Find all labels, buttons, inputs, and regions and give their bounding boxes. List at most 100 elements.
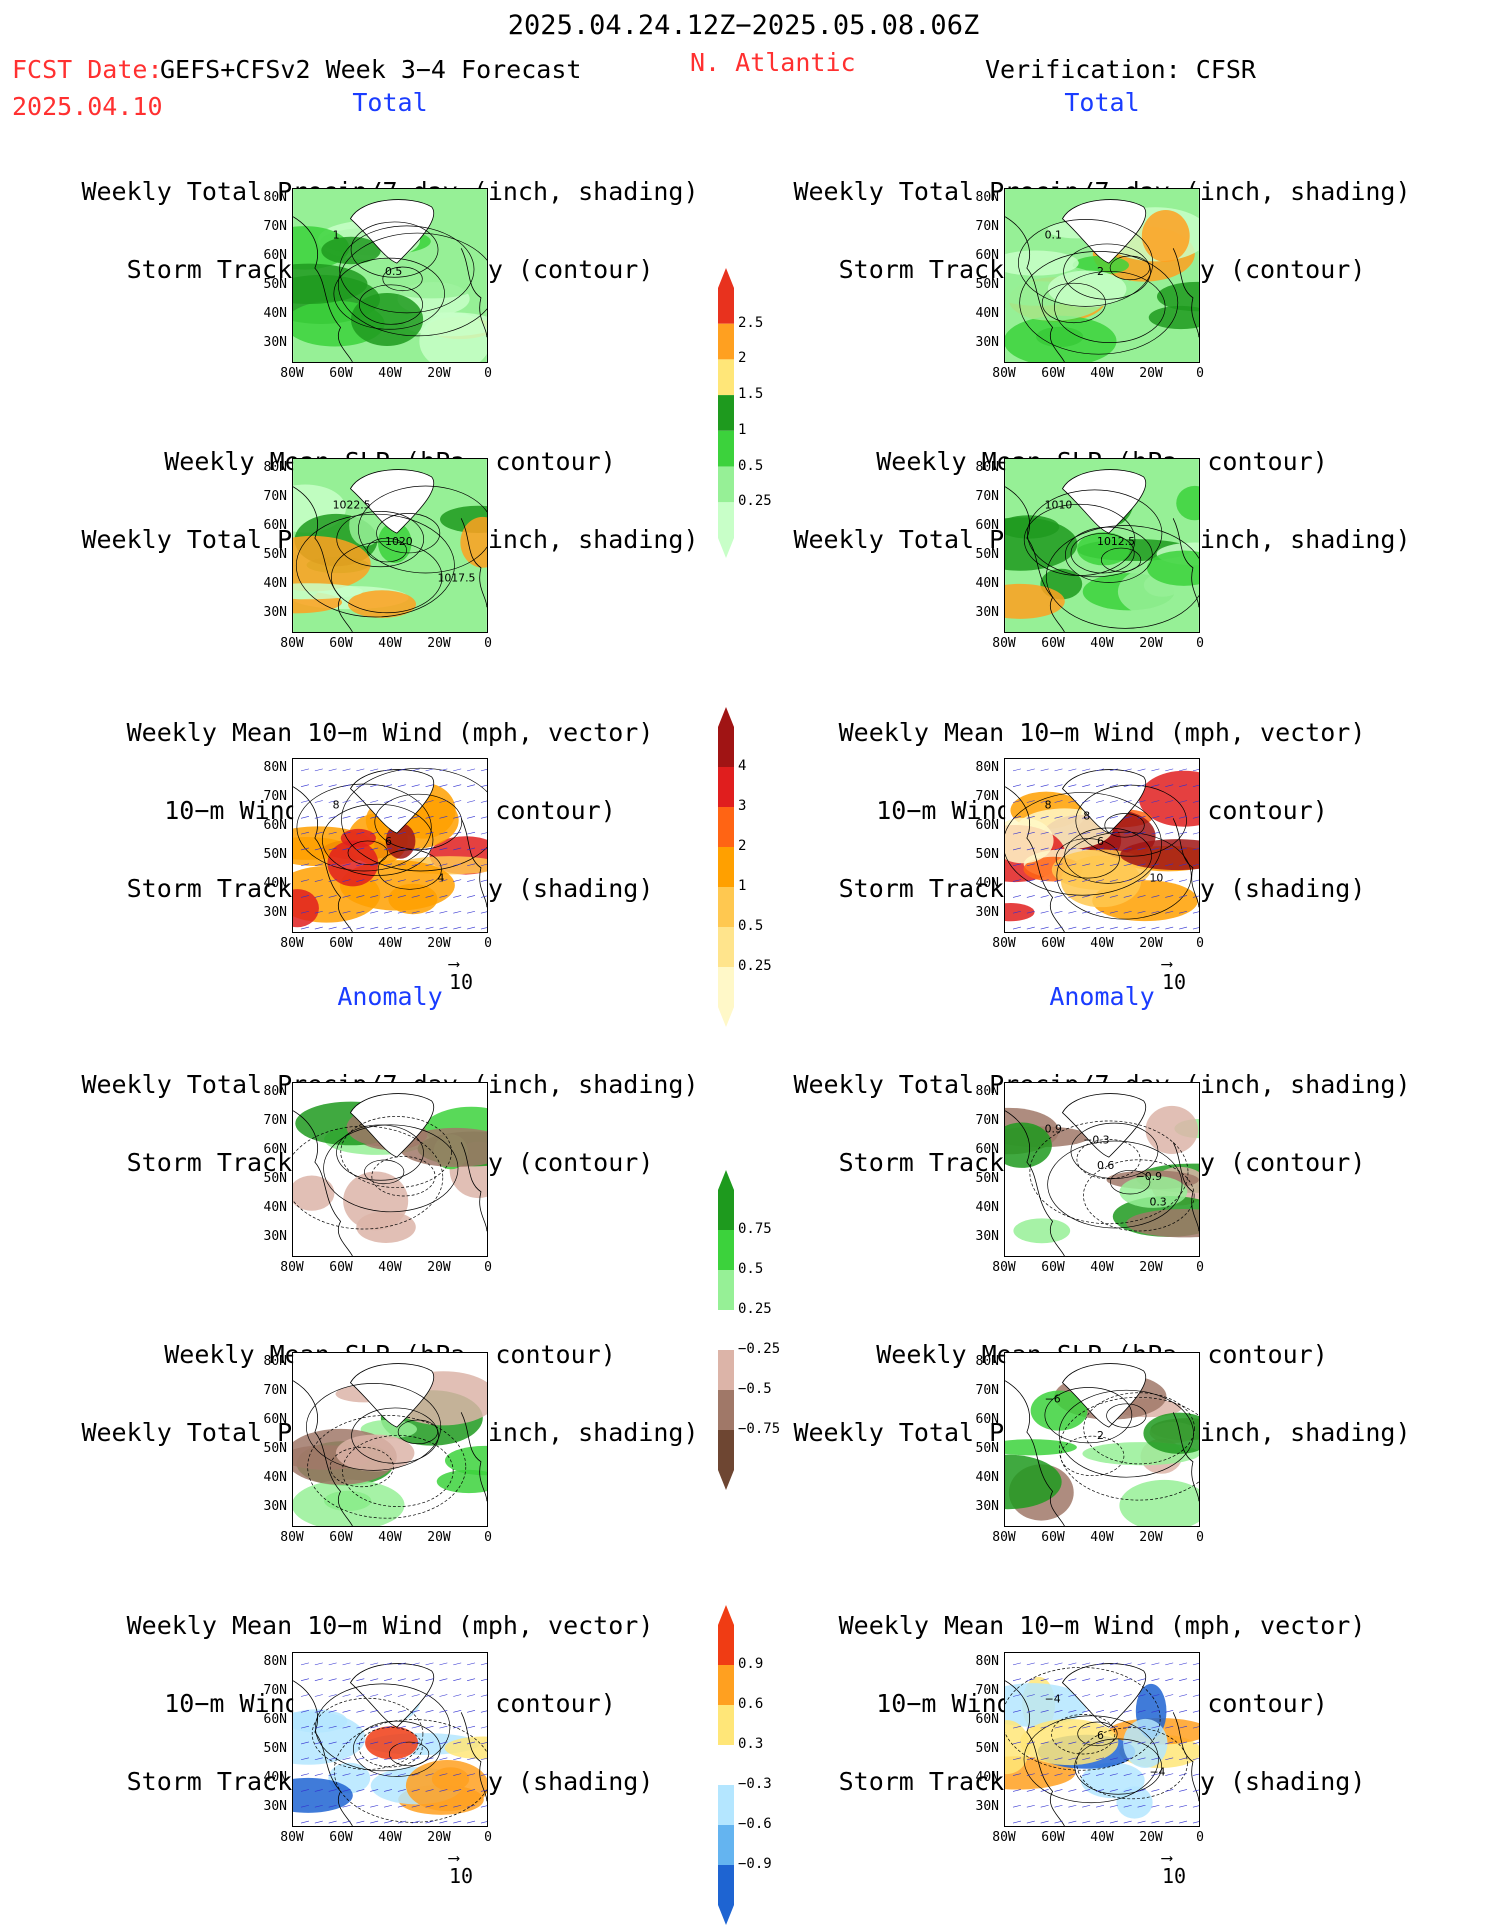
- x-tick-label: 0: [484, 1530, 492, 1545]
- x-tick-label: 40W: [378, 1530, 402, 1545]
- colorbar-segment: [718, 1825, 734, 1865]
- y-tick-label: 70N: [975, 489, 999, 504]
- x-tick-label: 80W: [992, 1530, 1016, 1545]
- x-tick-label: 0: [484, 1260, 492, 1275]
- y-tick-label: 80N: [263, 190, 287, 205]
- colorbar-track_total: [718, 707, 734, 1031]
- colorbar-segment: [718, 807, 734, 847]
- x-tick-label: 60W: [329, 1830, 353, 1845]
- x-tick-label: 40W: [378, 936, 402, 951]
- colorbar-track_anom: [718, 1605, 734, 1929]
- colorbar-label: 0.3: [738, 1736, 764, 1752]
- contour-label: 1017.5: [437, 572, 475, 585]
- contour-label: 1020: [385, 535, 413, 548]
- x-tick-label: 80W: [992, 1830, 1016, 1845]
- colorbar-segment: [718, 323, 734, 360]
- x-tick-label: 20W: [1139, 936, 1163, 951]
- y-tick-label: 50N: [975, 1171, 999, 1186]
- colorbar-segment: [718, 1270, 734, 1310]
- y-tick-label: 80N: [975, 1084, 999, 1099]
- y-tick-label: 70N: [975, 1113, 999, 1128]
- y-tick-label: 80N: [263, 460, 287, 475]
- x-tick-label: 20W: [427, 1260, 451, 1275]
- x-tick-label: 20W: [1139, 1260, 1163, 1275]
- map-panel-r-1: 0.1 2: [1004, 188, 1200, 363]
- colorbar-bottom-triangle: [718, 1905, 734, 1925]
- colorbar-label: 0.25: [738, 958, 772, 974]
- colorbar-segment: [718, 1865, 734, 1905]
- x-tick-label: 0: [1196, 1830, 1204, 1845]
- title-line: Weekly Mean 10−m Wind (mph, vector): [838, 1611, 1366, 1640]
- x-tick-label: 20W: [427, 366, 451, 381]
- x-tick-label: 80W: [992, 936, 1016, 951]
- x-tick-label: 60W: [1041, 1260, 1065, 1275]
- colorbar-segment: [718, 1190, 734, 1230]
- colorbar-svg: [718, 707, 734, 1027]
- x-tick-label: 80W: [992, 366, 1016, 381]
- contour-label: 1010: [1045, 498, 1073, 511]
- colorbar-segment: [718, 1745, 734, 1785]
- vector-ref-l6: ⟶ 10: [449, 1848, 474, 1889]
- y-tick-label: 70N: [263, 219, 287, 234]
- colorbar-segment: [718, 1625, 734, 1665]
- x-tick-label: 0: [1196, 636, 1204, 651]
- y-tick-label: 80N: [263, 1354, 287, 1369]
- colorbar-svg: [718, 1170, 734, 1490]
- x-tick-label: 60W: [329, 1260, 353, 1275]
- colorbar-bottom-triangle: [718, 1007, 734, 1027]
- y-tick-label: 60N: [263, 518, 287, 533]
- y-tick-label: 70N: [263, 1113, 287, 1128]
- colorbar-segment: [718, 1430, 734, 1470]
- colorbar-segment: [718, 767, 734, 807]
- x-tick-label: 60W: [1041, 1830, 1065, 1845]
- colorbar-segment: [718, 1705, 734, 1745]
- contour-label: 0.3: [1149, 1196, 1166, 1209]
- colorbar-label: 2: [738, 350, 747, 367]
- y-tick-label: 60N: [975, 518, 999, 533]
- colorbar-svg: [718, 268, 734, 558]
- y-tick-label: 40N: [263, 576, 287, 591]
- y-tick-label: 80N: [975, 190, 999, 205]
- map-plot: 0.12: [1005, 189, 1199, 362]
- colorbar-top-triangle: [718, 1605, 734, 1625]
- colorbar-label: 4: [738, 758, 747, 774]
- contour-label: 0.5: [385, 265, 402, 278]
- y-tick-label: 80N: [975, 760, 999, 775]
- section-total-left: Total: [352, 88, 428, 117]
- y-tick-label: 30N: [975, 905, 999, 920]
- map-plot: 0.9 0.6 0.3 −0.3 −0.9: [1005, 1083, 1199, 1256]
- x-tick-label: 0: [484, 636, 492, 651]
- y-tick-label: 50N: [975, 847, 999, 862]
- x-tick-label: 60W: [329, 366, 353, 381]
- y-tick-label: 70N: [263, 489, 287, 504]
- y-tick-label: 30N: [975, 1499, 999, 1514]
- vector-ref-label: 10: [1162, 1864, 1187, 1888]
- y-tick-label: 40N: [975, 876, 999, 891]
- y-tick-label: 40N: [263, 1470, 287, 1485]
- x-tick-label: 60W: [1041, 366, 1065, 381]
- y-tick-label: 40N: [975, 1200, 999, 1215]
- y-tick-label: 60N: [975, 1412, 999, 1427]
- title-line: Weekly Mean 10−m Wind (mph, vector): [838, 718, 1366, 747]
- x-tick-label: 40W: [378, 366, 402, 381]
- map-panel-r-2: 1010 1012.5: [1004, 458, 1200, 633]
- y-tick-label: 50N: [975, 1741, 999, 1756]
- x-tick-label: 40W: [1090, 936, 1114, 951]
- x-tick-label: 40W: [1090, 1530, 1114, 1545]
- y-tick-label: 40N: [263, 1770, 287, 1785]
- colorbar-bottom-triangle: [718, 538, 734, 558]
- y-tick-label: 30N: [975, 335, 999, 350]
- contour-label: 1: [333, 228, 340, 241]
- y-tick-label: 60N: [975, 248, 999, 263]
- contour-label: 4: [437, 872, 444, 885]
- colorbar-segment: [718, 395, 734, 431]
- x-tick-label: 20W: [427, 1530, 451, 1545]
- fcst-date: 2025.04.10: [12, 92, 163, 121]
- colorbar-svg: [718, 1605, 734, 1925]
- colorbar-label: 2: [738, 838, 747, 854]
- x-tick-label: 20W: [1139, 366, 1163, 381]
- contour-label: 6: [1097, 835, 1104, 848]
- y-tick-label: 60N: [263, 1412, 287, 1427]
- map-panel-l-4: [292, 1082, 488, 1257]
- x-tick-label: 80W: [280, 1530, 304, 1545]
